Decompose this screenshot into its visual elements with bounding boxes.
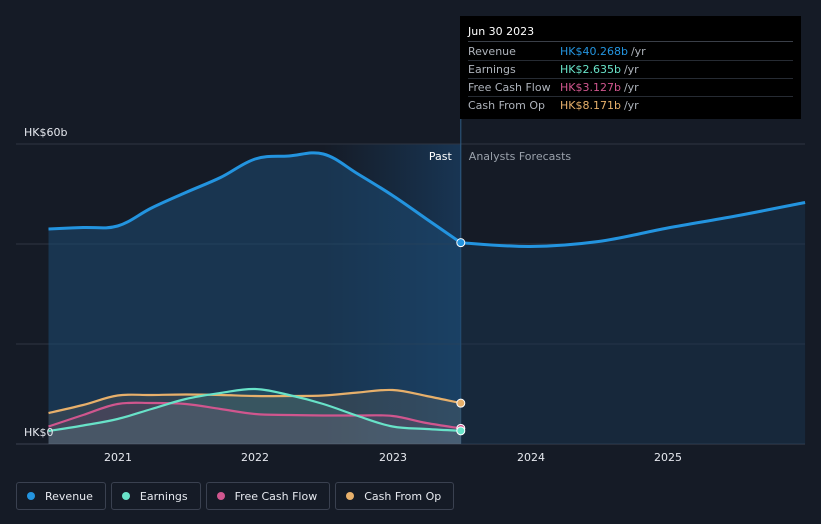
x-tick-label: 2021 [104, 451, 132, 464]
tooltip-row-fcf: Free Cash Flow HK$3.127b /yr [468, 79, 793, 97]
fcf-area [48, 402, 461, 444]
tooltip-unit: /yr [623, 99, 639, 112]
cfo-line [48, 388, 462, 415]
legend-item-free-cash-flow[interactable]: Free Cash Flow [205, 482, 331, 510]
tooltip-label: Earnings [468, 63, 516, 76]
forecast-label: Analysts Forecasts [469, 150, 572, 163]
tooltip-value: HK$40.268b [560, 45, 628, 58]
tooltip-row-revenue: Revenue HK$40.268b /yr [468, 43, 793, 61]
y-tick-label-zero: HK$0 [24, 426, 53, 439]
fcf-line [48, 401, 461, 430]
tooltip-value: HK$3.127b [560, 81, 621, 94]
legend-dot-icon [121, 492, 130, 500]
x-tick-label: 2024 [517, 451, 545, 464]
revenue-forecast-line [460, 201, 806, 249]
tooltip-value: HK$8.171b [560, 99, 621, 112]
earnings-end-point [456, 426, 466, 436]
cfo-end-point [456, 398, 466, 408]
tooltip-label: Free Cash Flow [468, 81, 551, 94]
tooltip-label: Revenue [468, 45, 516, 58]
tooltip-label: Cash From Op [468, 99, 546, 112]
revenue-end-point [456, 238, 466, 248]
tooltip-row-earnings: Earnings HK$2.635b /yr [468, 61, 793, 79]
chart-legend: Revenue Earnings Free Cash Flow Cash Fro… [16, 482, 455, 510]
tooltip-unit: /yr [623, 81, 639, 94]
legend-dot-icon [346, 492, 355, 500]
legend-label: Cash From Op [364, 489, 442, 503]
y-tick-label-top: HK$60b [24, 126, 67, 139]
tooltip-unit: /yr [623, 63, 639, 76]
legend-item-earnings[interactable]: Earnings [110, 482, 201, 510]
past-label: Past [429, 150, 453, 163]
legend-label: Revenue [45, 489, 93, 503]
revenue-area [48, 152, 461, 445]
legend-label: Free Cash Flow [234, 489, 318, 503]
x-tick-label: 2025 [654, 451, 682, 464]
revenue-forecast-area [460, 202, 806, 444]
data-tooltip: Jun 30 2023 Revenue HK$40.268b /yr Earni… [460, 16, 801, 119]
legend-item-cash-from-op[interactable]: Cash From Op [335, 482, 455, 510]
revenue-line [48, 151, 462, 244]
earnings-line [48, 387, 461, 433]
x-tick-label: 2022 [241, 451, 269, 464]
tooltip-row-cfo: Cash From Op HK$8.171b /yr [468, 97, 793, 114]
legend-label: Earnings [139, 489, 188, 503]
legend-item-revenue[interactable]: Revenue [16, 482, 106, 510]
x-tick-label: 2023 [379, 451, 407, 464]
tooltip-unit: /yr [630, 45, 646, 58]
legend-dot-icon [216, 492, 225, 500]
tooltip-date: Jun 30 2023 [468, 25, 793, 42]
earnings-area [48, 388, 461, 444]
tooltip-value: HK$2.635b [560, 63, 621, 76]
legend-dot-icon [27, 492, 35, 500]
